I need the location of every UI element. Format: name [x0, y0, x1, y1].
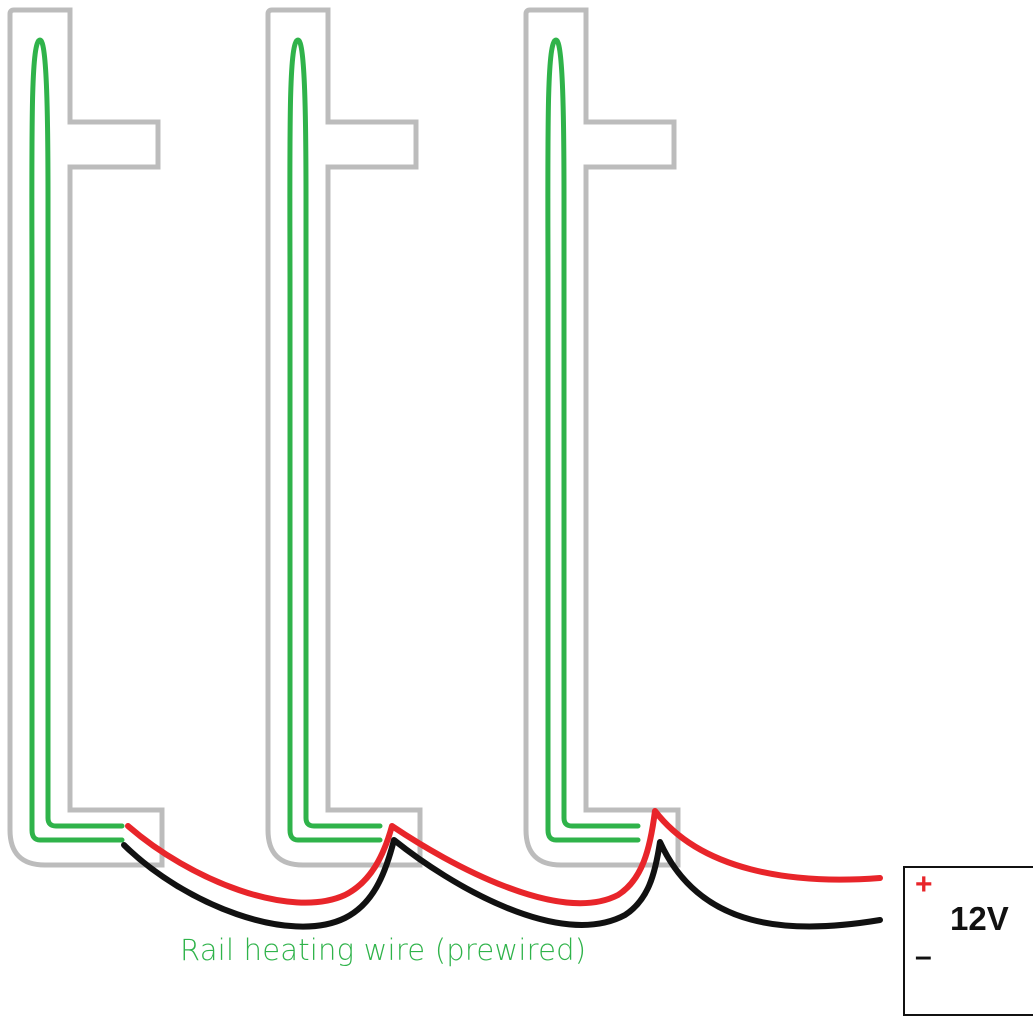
positive-supply-wire [125, 808, 883, 907]
rails-layer [7, 7, 681, 868]
rail-heating-wire [545, 37, 641, 843]
rail-outline [523, 7, 681, 868]
rail-3 [523, 7, 681, 868]
rail-2 [265, 7, 423, 868]
negative-supply-wire [121, 837, 883, 930]
rail-outline [265, 7, 423, 868]
rail-heating-wire [29, 37, 125, 843]
wires-layer [121, 808, 883, 930]
negative-terminal-symbol: – [915, 940, 932, 973]
rail-1 [7, 7, 165, 868]
rail-outline [7, 7, 165, 868]
rail-heating-wire [287, 37, 383, 843]
voltage-label: 12V [950, 900, 1009, 937]
positive-terminal-symbol: + [915, 868, 933, 901]
power-supply-box [903, 866, 1033, 1016]
heating-wire-caption: Rail heating wire (prewired) [180, 933, 587, 967]
